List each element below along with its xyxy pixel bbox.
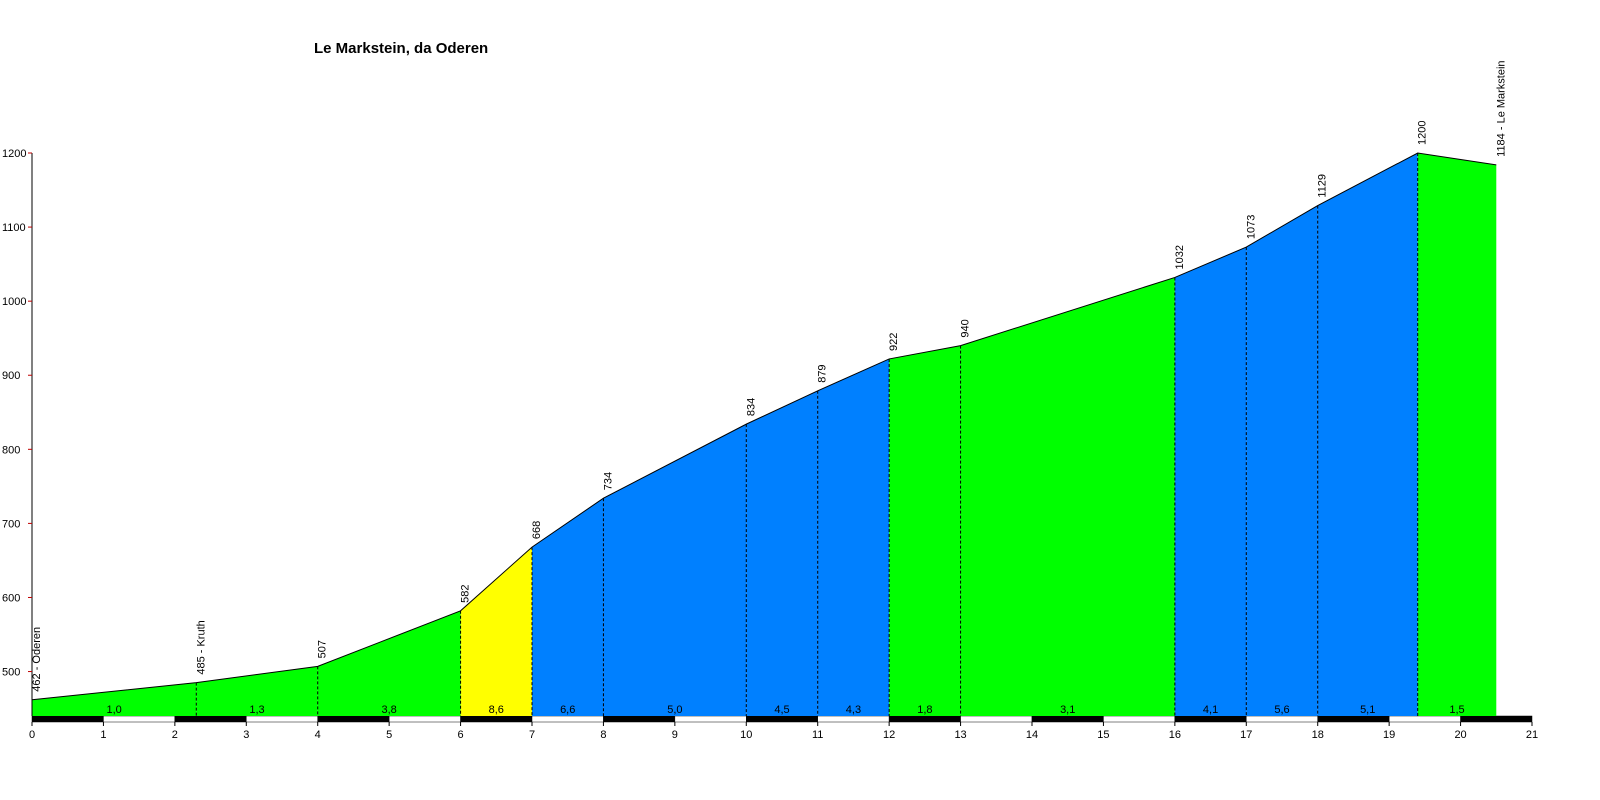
distance-bar [531, 715, 604, 723]
y-tick-label: 500 [2, 667, 20, 679]
distance-bar [603, 715, 676, 723]
x-tick-label: 3 [243, 729, 249, 741]
x-tick-label: 7 [529, 729, 535, 741]
segment-label: 3,1 [1060, 704, 1075, 716]
x-tick-label: 20 [1454, 729, 1466, 741]
distance-bar [1317, 715, 1390, 723]
segment-label: 3,8 [381, 704, 396, 716]
segment [603, 424, 747, 716]
segment-label: 5,6 [1274, 704, 1289, 716]
segment-label: 6,6 [560, 704, 575, 716]
segment [817, 358, 890, 716]
x-tick-label: 0 [29, 729, 35, 741]
segment [1246, 205, 1318, 716]
point-label: 668 [531, 521, 543, 539]
distance-bar [817, 715, 890, 723]
x-tick-label: 15 [1097, 729, 1109, 741]
segment-label: 4,3 [846, 704, 861, 716]
y-tick-label: 900 [2, 370, 20, 382]
distance-bar [174, 715, 247, 723]
point-label: 507 [317, 640, 329, 658]
distance-bar [31, 715, 104, 723]
segment-label: 8,6 [489, 704, 504, 716]
segment [889, 345, 961, 716]
distance-bar [674, 715, 747, 723]
x-tick-label: 18 [1312, 729, 1324, 741]
segment-label: 5,0 [667, 704, 682, 716]
distance-bar [1031, 715, 1104, 723]
point-label: 1129 [1317, 174, 1329, 198]
segment-label: 1,5 [1449, 704, 1464, 716]
point-label: 1032 [1174, 245, 1186, 269]
segment [960, 277, 1175, 716]
segment [32, 682, 197, 716]
distance-bar [246, 715, 318, 723]
segment [1174, 247, 1247, 716]
point-label: 1073 [1245, 215, 1257, 239]
x-tick-label: 19 [1383, 729, 1395, 741]
y-tick-label: 1000 [2, 296, 26, 308]
segment [1417, 153, 1497, 716]
y-tick-label: 600 [2, 592, 20, 604]
segment-label: 5,1 [1360, 704, 1375, 716]
x-tick-label: 16 [1169, 729, 1181, 741]
distance-bar [1388, 715, 1461, 723]
distance-bar [1174, 715, 1247, 723]
y-tick-label: 700 [2, 518, 20, 530]
point-label: 485 - Kruth [195, 620, 207, 674]
point-label: 582 [460, 584, 472, 602]
x-tick-label: 14 [1026, 729, 1038, 741]
x-tick-label: 11 [812, 729, 823, 741]
x-tick-label: 8 [600, 729, 606, 741]
point-label: 734 [602, 472, 614, 490]
point-label: 1200 [1417, 121, 1429, 145]
distance-bar [388, 715, 461, 723]
segment [1317, 153, 1418, 716]
x-tick-label: 10 [740, 729, 752, 741]
x-tick-label: 12 [883, 729, 895, 741]
x-tick-label: 13 [954, 729, 966, 741]
segment [460, 547, 532, 716]
segment [317, 610, 461, 716]
x-tick-label: 9 [672, 729, 678, 741]
point-label: 1184 - Le Markstein [1495, 60, 1507, 156]
distance-bar [1103, 715, 1176, 723]
distance-bar [888, 715, 961, 723]
point-label: 834 [745, 398, 757, 416]
distance-bar [746, 715, 818, 723]
point-label: 940 [960, 319, 972, 337]
distance-bar [960, 715, 1033, 723]
x-tick-label: 1 [100, 729, 106, 741]
y-tick-label: 1200 [2, 148, 26, 160]
y-tick-label: 800 [2, 444, 20, 456]
distance-bar [317, 715, 390, 723]
x-tick-label: 6 [458, 729, 464, 741]
x-tick-label: 2 [172, 729, 178, 741]
segment [746, 390, 818, 716]
segment-label: 4,5 [774, 704, 789, 716]
chart-title: Le Markstein, da Oderen [314, 40, 488, 57]
segment-label: 1,0 [106, 704, 121, 716]
distance-bar [103, 715, 176, 723]
distance-bar [1246, 715, 1318, 723]
distance-bar [1460, 715, 1533, 723]
x-tick-label: 4 [315, 729, 321, 741]
segment [532, 498, 604, 716]
distance-bar [460, 715, 533, 723]
segment-label: 4,1 [1203, 704, 1218, 716]
segment-label: 1,3 [249, 704, 264, 716]
x-tick-label: 5 [386, 729, 392, 741]
x-tick-label: 21 [1526, 729, 1538, 741]
point-label: 462 - Oderen [31, 627, 43, 692]
segment-label: 1,8 [917, 704, 932, 716]
point-label: 922 [888, 333, 900, 351]
y-tick-label: 1100 [2, 222, 26, 234]
point-label: 879 [817, 364, 829, 382]
x-tick-label: 17 [1240, 729, 1252, 741]
